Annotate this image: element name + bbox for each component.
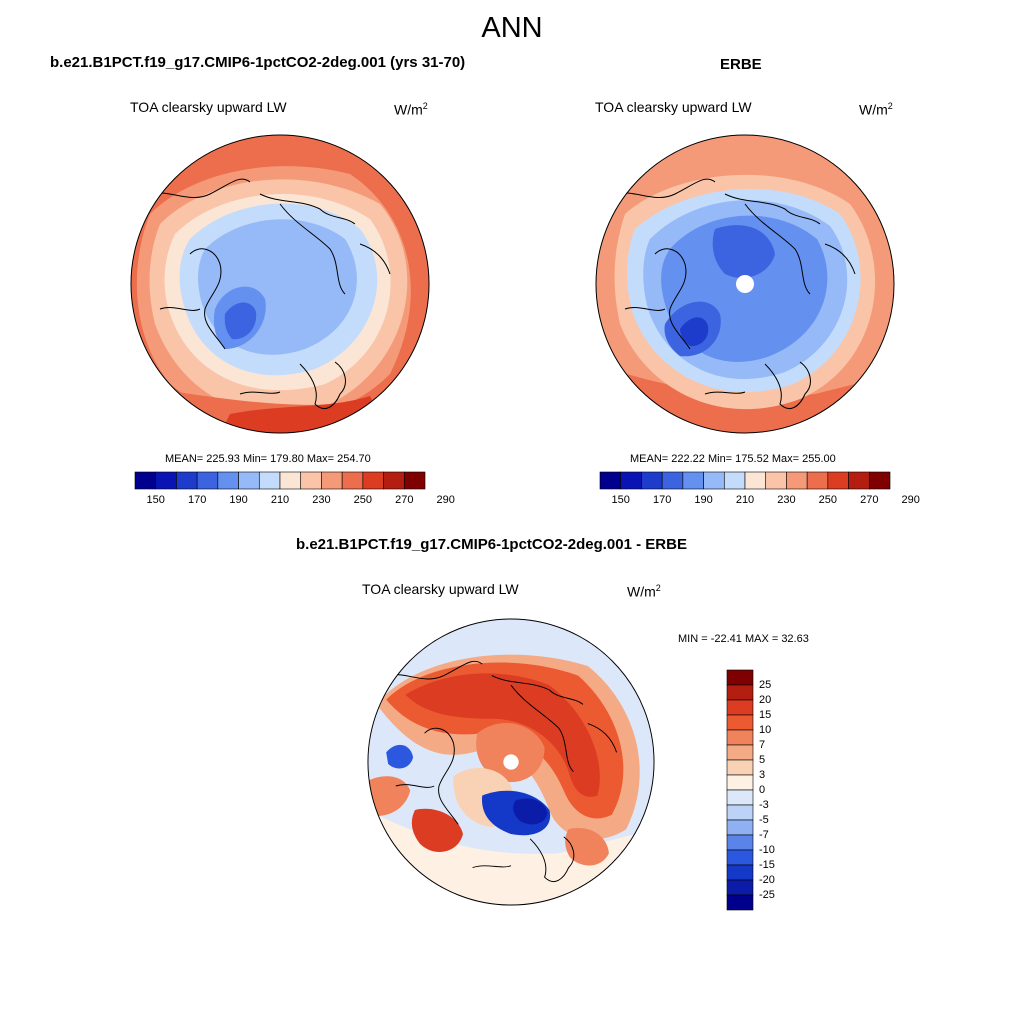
diff-variable-label: TOA clearsky upward LW <box>362 581 519 597</box>
colorbar-tick-label: 20 <box>759 694 772 706</box>
colorbar-swatch <box>726 804 754 821</box>
colorbar-tick-label: 230 <box>777 494 796 506</box>
colorbar-swatch <box>726 819 754 836</box>
colorbar-swatch <box>726 864 754 881</box>
colorbar-swatch <box>300 471 322 490</box>
diff-colorbar-ticks: 25 20 15 10 7 5 3 0 -3 -5 -7 -10 -15 -20 -25 <box>759 670 799 910</box>
colorbar-swatch <box>620 471 642 490</box>
colorbar-swatch <box>726 834 754 851</box>
colorbar-swatch <box>848 471 870 490</box>
colorbar-swatch <box>726 894 754 911</box>
colorbar-swatch <box>726 729 754 746</box>
colorbar-tick-label: 10 <box>759 724 772 736</box>
colorbar-tick-label: 25 <box>759 679 772 691</box>
colorbar-tick-label: 150 <box>146 494 165 506</box>
model-units-label: W/m2 <box>394 101 428 118</box>
colorbar-tick-label: 270 <box>395 494 414 506</box>
colorbar-tick-label: 190 <box>694 494 713 506</box>
colorbar-tick-label: 290 <box>901 494 920 506</box>
model-polar-map <box>130 134 430 434</box>
colorbar-swatch <box>765 471 787 490</box>
colorbar-tick-label: 250 <box>353 494 373 506</box>
colorbar-tick-label: 15 <box>759 709 772 721</box>
obs-colorbar <box>599 471 891 490</box>
colorbar-swatch <box>258 471 281 490</box>
colorbar-swatch <box>403 471 426 490</box>
colorbar-swatch <box>726 684 754 701</box>
colorbar-swatch <box>744 471 767 490</box>
colorbar-swatch <box>726 849 754 866</box>
colorbar-swatch <box>726 669 754 686</box>
obs-stats: MEAN= 222.22 Min= 175.52 Max= 255.00 <box>630 453 836 465</box>
colorbar-swatch <box>238 471 260 490</box>
colorbar-tick-label: 5 <box>759 754 766 766</box>
model-colorbar <box>134 471 426 490</box>
colorbar-tick-label: 210 <box>735 494 755 506</box>
model-stats: MEAN= 225.93 Min= 179.80 Max= 254.70 <box>165 453 371 465</box>
colorbar-swatch <box>661 471 684 490</box>
colorbar-tick-label: 270 <box>860 494 879 506</box>
colorbar-swatch <box>217 471 239 490</box>
colorbar-swatch <box>726 759 754 776</box>
colorbar-tick-label: 150 <box>611 494 630 506</box>
colorbar-tick-label: 0 <box>759 784 766 796</box>
colorbar-swatch <box>599 471 622 490</box>
colorbar-swatch <box>134 471 157 490</box>
diff-polar-map <box>367 618 655 906</box>
model-colorbar-ticks: 150 170 190 210 230 250 270 290 <box>135 494 455 508</box>
colorbar-swatch <box>868 471 891 490</box>
colorbar-swatch <box>703 471 725 490</box>
diff-colorbar <box>726 669 754 911</box>
colorbar-tick-label: 3 <box>759 769 766 781</box>
colorbar-swatch <box>383 471 405 490</box>
colorbar-swatch <box>827 471 849 490</box>
colorbar-tick-label: 190 <box>229 494 248 506</box>
obs-units-label: W/m2 <box>859 101 893 118</box>
colorbar-swatch <box>155 471 177 490</box>
colorbar-swatch <box>786 471 808 490</box>
diff-units-label: W/m2 <box>627 583 661 600</box>
colorbar-swatch <box>726 714 754 731</box>
colorbar-tick-label: -15 <box>759 859 775 871</box>
colorbar-swatch <box>196 471 219 490</box>
colorbar-tick-label: 7 <box>759 739 766 751</box>
diff-stats: MIN = -22.41 MAX = 32.63 <box>678 633 809 645</box>
colorbar-swatch <box>726 699 754 716</box>
colorbar-tick-label: 170 <box>652 494 672 506</box>
colorbar-swatch <box>321 471 343 490</box>
diff-panel-title: b.e21.B1PCT.f19_g17.CMIP6-1pctCO2-2deg.0… <box>296 536 687 553</box>
obs-colorbar-ticks: 150 170 190 210 230 250 270 290 <box>600 494 920 508</box>
model-variable-label: TOA clearsky upward LW <box>130 99 287 115</box>
colorbar-tick-label: -7 <box>759 829 769 841</box>
colorbar-swatch <box>726 774 754 791</box>
colorbar-swatch <box>726 744 754 761</box>
colorbar-swatch <box>723 471 746 490</box>
colorbar-swatch <box>682 471 704 490</box>
colorbar-tick-label: -25 <box>759 889 775 901</box>
colorbar-swatch <box>341 471 364 490</box>
obs-panel-title: ERBE <box>720 56 762 73</box>
colorbar-tick-label: -20 <box>759 874 775 886</box>
figure-title: ANN <box>481 12 543 44</box>
colorbar-swatch <box>806 471 829 490</box>
colorbar-tick-label: 230 <box>312 494 331 506</box>
colorbar-swatch <box>726 789 754 806</box>
colorbar-tick-label: 290 <box>436 494 455 506</box>
colorbar-tick-label: 210 <box>270 494 290 506</box>
colorbar-swatch <box>362 471 384 490</box>
colorbar-tick-label: 170 <box>187 494 207 506</box>
colorbar-tick-label: -3 <box>759 799 769 811</box>
colorbar-tick-label: -5 <box>759 814 769 826</box>
obs-polar-map <box>595 134 895 434</box>
colorbar-swatch <box>279 471 302 490</box>
colorbar-tick-label: -10 <box>759 844 775 856</box>
model-panel-title: b.e21.B1PCT.f19_g17.CMIP6-1pctCO2-2deg.0… <box>50 54 466 71</box>
colorbar-swatch <box>726 879 754 896</box>
obs-variable-label: TOA clearsky upward LW <box>595 99 752 115</box>
colorbar-swatch <box>176 471 198 490</box>
colorbar-swatch <box>641 471 663 490</box>
colorbar-tick-label: 250 <box>818 494 838 506</box>
